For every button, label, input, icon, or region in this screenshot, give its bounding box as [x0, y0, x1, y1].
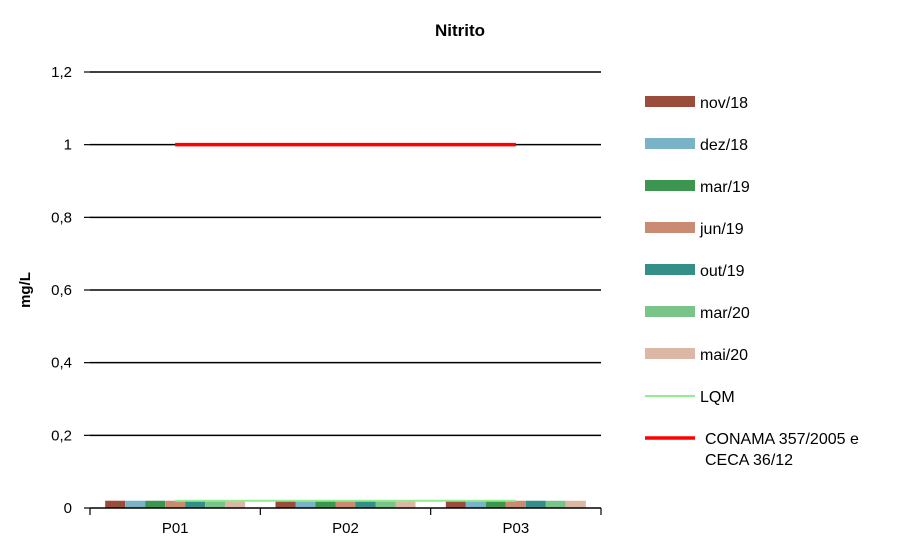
- reference-lines: [175, 142, 516, 502]
- gridlines: [90, 71, 601, 437]
- bar-dez-18-p03: [465, 500, 486, 508]
- legend-swatch-dez-18: [645, 138, 695, 149]
- legend-label: LQM: [700, 389, 735, 406]
- legend-swatch-nov-18: [645, 96, 695, 107]
- y-tick-label: 0,6: [51, 282, 72, 299]
- y-axis-ticks: 0 0,2 0,4 0,6 0,8 1 1,2: [51, 64, 90, 517]
- bar-out-19-p01: [185, 500, 206, 508]
- legend-label: nov/18: [700, 95, 748, 112]
- bar-mai-20-p02: [395, 500, 416, 508]
- legend-label-line: CECA 36/12: [705, 452, 793, 469]
- legend-label: mai/20: [700, 347, 748, 364]
- bar-dez-18-p01: [125, 500, 146, 508]
- legend-label: out/19: [700, 263, 745, 280]
- legend-swatch-mar-20: [645, 306, 695, 317]
- bar-mar-20-p01: [205, 500, 226, 508]
- bar-jun-19-p02: [335, 500, 356, 508]
- bars: [105, 500, 586, 508]
- bar-mar-20-p02: [375, 500, 396, 508]
- y-tick-label: 0,8: [51, 209, 72, 226]
- bar-mar-19-p01: [145, 500, 166, 508]
- bar-nov-18-p03: [445, 500, 466, 508]
- legend-label: CONAMA 357/2005 e CECA 36/12: [705, 431, 859, 469]
- bar-nov-18-p02: [275, 500, 296, 508]
- bar-mar-19-p03: [485, 500, 506, 508]
- bar-dez-18-p02: [295, 500, 316, 508]
- legend-swatch-mar-19: [645, 180, 695, 191]
- x-axis: P01 P02 P03: [89, 507, 602, 537]
- legend-label: mar/20: [700, 305, 750, 322]
- legend-label: mar/19: [700, 179, 750, 196]
- legend-label: dez/18: [700, 137, 748, 154]
- bar-jun-19-p03: [505, 500, 526, 508]
- bar-out-19-p03: [525, 500, 546, 508]
- y-tick-label: 1,2: [51, 64, 72, 81]
- y-tick-label: 1: [64, 137, 72, 154]
- legend: nov/18 dez/18 mar/19 jun/19 out/19 mar/20 mai/…: [645, 95, 859, 469]
- legend-swatch-out-19: [645, 264, 695, 275]
- y-tick-label: 0,2: [51, 427, 72, 444]
- y-axis-label: mg/L: [17, 272, 34, 308]
- bar-nov-18-p01: [105, 500, 126, 508]
- y-tick-label: 0,4: [51, 355, 72, 372]
- bar-mar-20-p03: [545, 500, 566, 508]
- legend-label: jun/19: [699, 221, 744, 238]
- y-tick-label: 0: [64, 500, 72, 517]
- x-tick-label: P02: [332, 520, 359, 537]
- legend-swatch-jun-19: [645, 222, 695, 233]
- x-tick-label: P01: [162, 520, 189, 537]
- bar-mar-19-p02: [315, 500, 336, 508]
- x-tick-label: P03: [502, 520, 529, 537]
- legend-swatch-mai-20: [645, 348, 695, 359]
- chart-title: Nitrito: [435, 21, 485, 40]
- bar-mai-20-p01: [225, 500, 246, 508]
- legend-label-line: CONAMA 357/2005 e: [705, 431, 859, 448]
- bar-out-19-p02: [355, 500, 376, 508]
- bar-mai-20-p03: [565, 500, 586, 508]
- bar-jun-19-p01: [165, 500, 186, 508]
